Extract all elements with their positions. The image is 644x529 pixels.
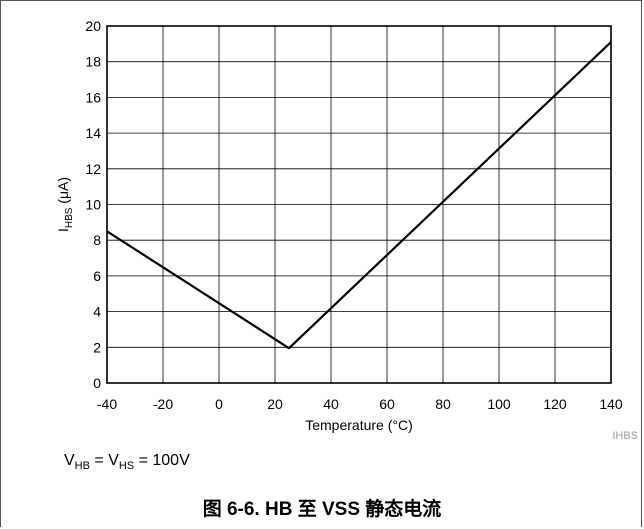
chart: -40 -20 0 20 40 60 80 100 120 140 0 2 4 6 8 10 12 14 16 18… [55, 18, 623, 433]
y-tick-label: 14 [85, 125, 101, 141]
y-tick-label: 20 [85, 18, 101, 34]
x-axis-label: Temperature (°C) [305, 417, 413, 433]
y-axis-label-sub: HBS [64, 207, 75, 228]
x-tick-label: 100 [487, 396, 511, 412]
y-tick-label: 16 [85, 89, 101, 105]
y-tick-label: 8 [93, 232, 101, 248]
y-tick-label: 2 [93, 339, 101, 355]
series-group [106, 41, 612, 350]
y-axis-label: IHBS (μA) [55, 177, 75, 232]
x-tick-label: 80 [435, 396, 451, 412]
grid [106, 25, 612, 384]
x-tick-label: -20 [153, 396, 173, 412]
x-tick-label: 0 [215, 396, 223, 412]
y-axis-label-main: I [55, 228, 71, 232]
y-tick-label: 18 [85, 54, 101, 70]
x-tick-label: 20 [267, 396, 283, 412]
cond-v2: V [108, 452, 119, 469]
x-tick-labels: -40 -20 0 20 40 60 80 100 120 140 [97, 396, 623, 412]
cond-v1: V [64, 452, 75, 469]
plot-border [106, 25, 612, 384]
y-tick-label: 12 [85, 161, 101, 177]
cond-v2-sub: HS [118, 460, 135, 473]
figure-caption: 图 6-6. HB 至 VSS 静态电流 [202, 499, 442, 520]
x-tick-label: 60 [379, 396, 395, 412]
cond-eq2: = 100V [134, 452, 190, 469]
x-tick-label: 120 [543, 396, 567, 412]
y-tick-label: 10 [85, 197, 101, 213]
y-tick-label: 6 [93, 268, 101, 284]
condition-note: VHB = VHS = 100V [64, 452, 190, 472]
series-line [106, 41, 612, 350]
y-axis-label-unit: (μA) [55, 177, 71, 208]
x-tick-label: 40 [323, 396, 339, 412]
y-tick-labels: 0 2 4 6 8 10 12 14 16 18 20 [85, 18, 101, 391]
figure-code: IHBS [612, 430, 638, 442]
cond-v1-sub: HB [74, 460, 90, 473]
y-tick-label: 0 [93, 375, 101, 391]
y-tick-label: 4 [93, 304, 101, 320]
x-tick-label: 140 [599, 396, 623, 412]
cond-eq1: = [89, 452, 109, 469]
x-tick-label: -40 [97, 396, 117, 412]
